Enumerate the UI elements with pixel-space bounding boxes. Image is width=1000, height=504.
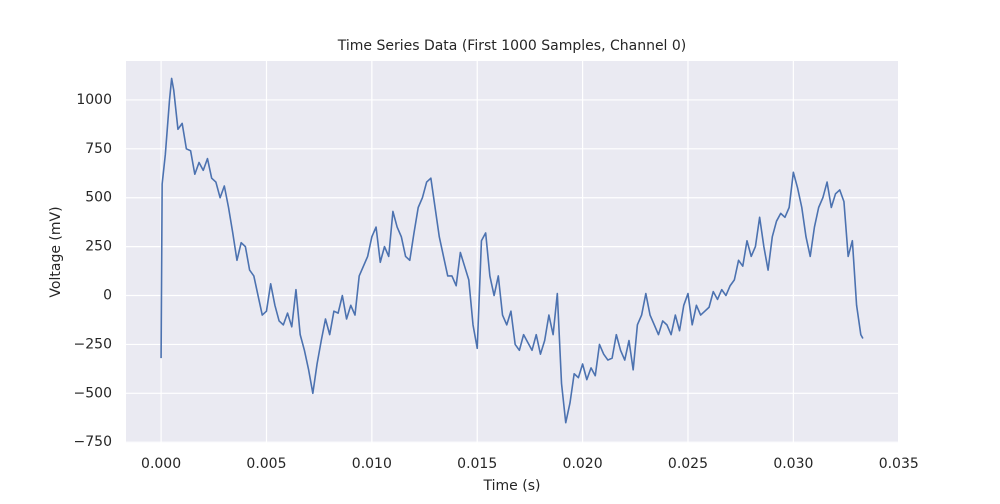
data-line [160, 77, 864, 424]
x-tick-label: 0.020 [563, 456, 603, 472]
x-tick-label: 0.030 [773, 456, 813, 472]
plot-area [126, 61, 898, 443]
y-tick-label: −500 [74, 385, 112, 401]
chart-title: Time Series Data (First 1000 Samples, Ch… [337, 38, 687, 54]
x-tick-label: 0.025 [668, 456, 708, 472]
grid [126, 61, 898, 443]
y-tick-label: 500 [85, 190, 112, 206]
x-tick-label: 0.015 [457, 456, 497, 472]
y-tick-label: 250 [85, 239, 112, 255]
y-tick-label: −250 [74, 336, 112, 352]
y-tick-label: 750 [85, 141, 112, 157]
x-tick-label: 0.005 [246, 456, 286, 472]
x-axis-label: Time (s) [483, 478, 541, 494]
y-tick-label: 1000 [76, 92, 112, 108]
x-tick-label: 0.035 [879, 456, 919, 472]
y-tick-label: −750 [74, 434, 112, 450]
y-axis-label: Voltage (mV) [48, 206, 64, 297]
y-tick-label: 0 [103, 288, 112, 304]
x-tick-label: 0.010 [352, 456, 392, 472]
x-tick-label: 0.000 [141, 456, 181, 472]
plot [160, 77, 864, 424]
